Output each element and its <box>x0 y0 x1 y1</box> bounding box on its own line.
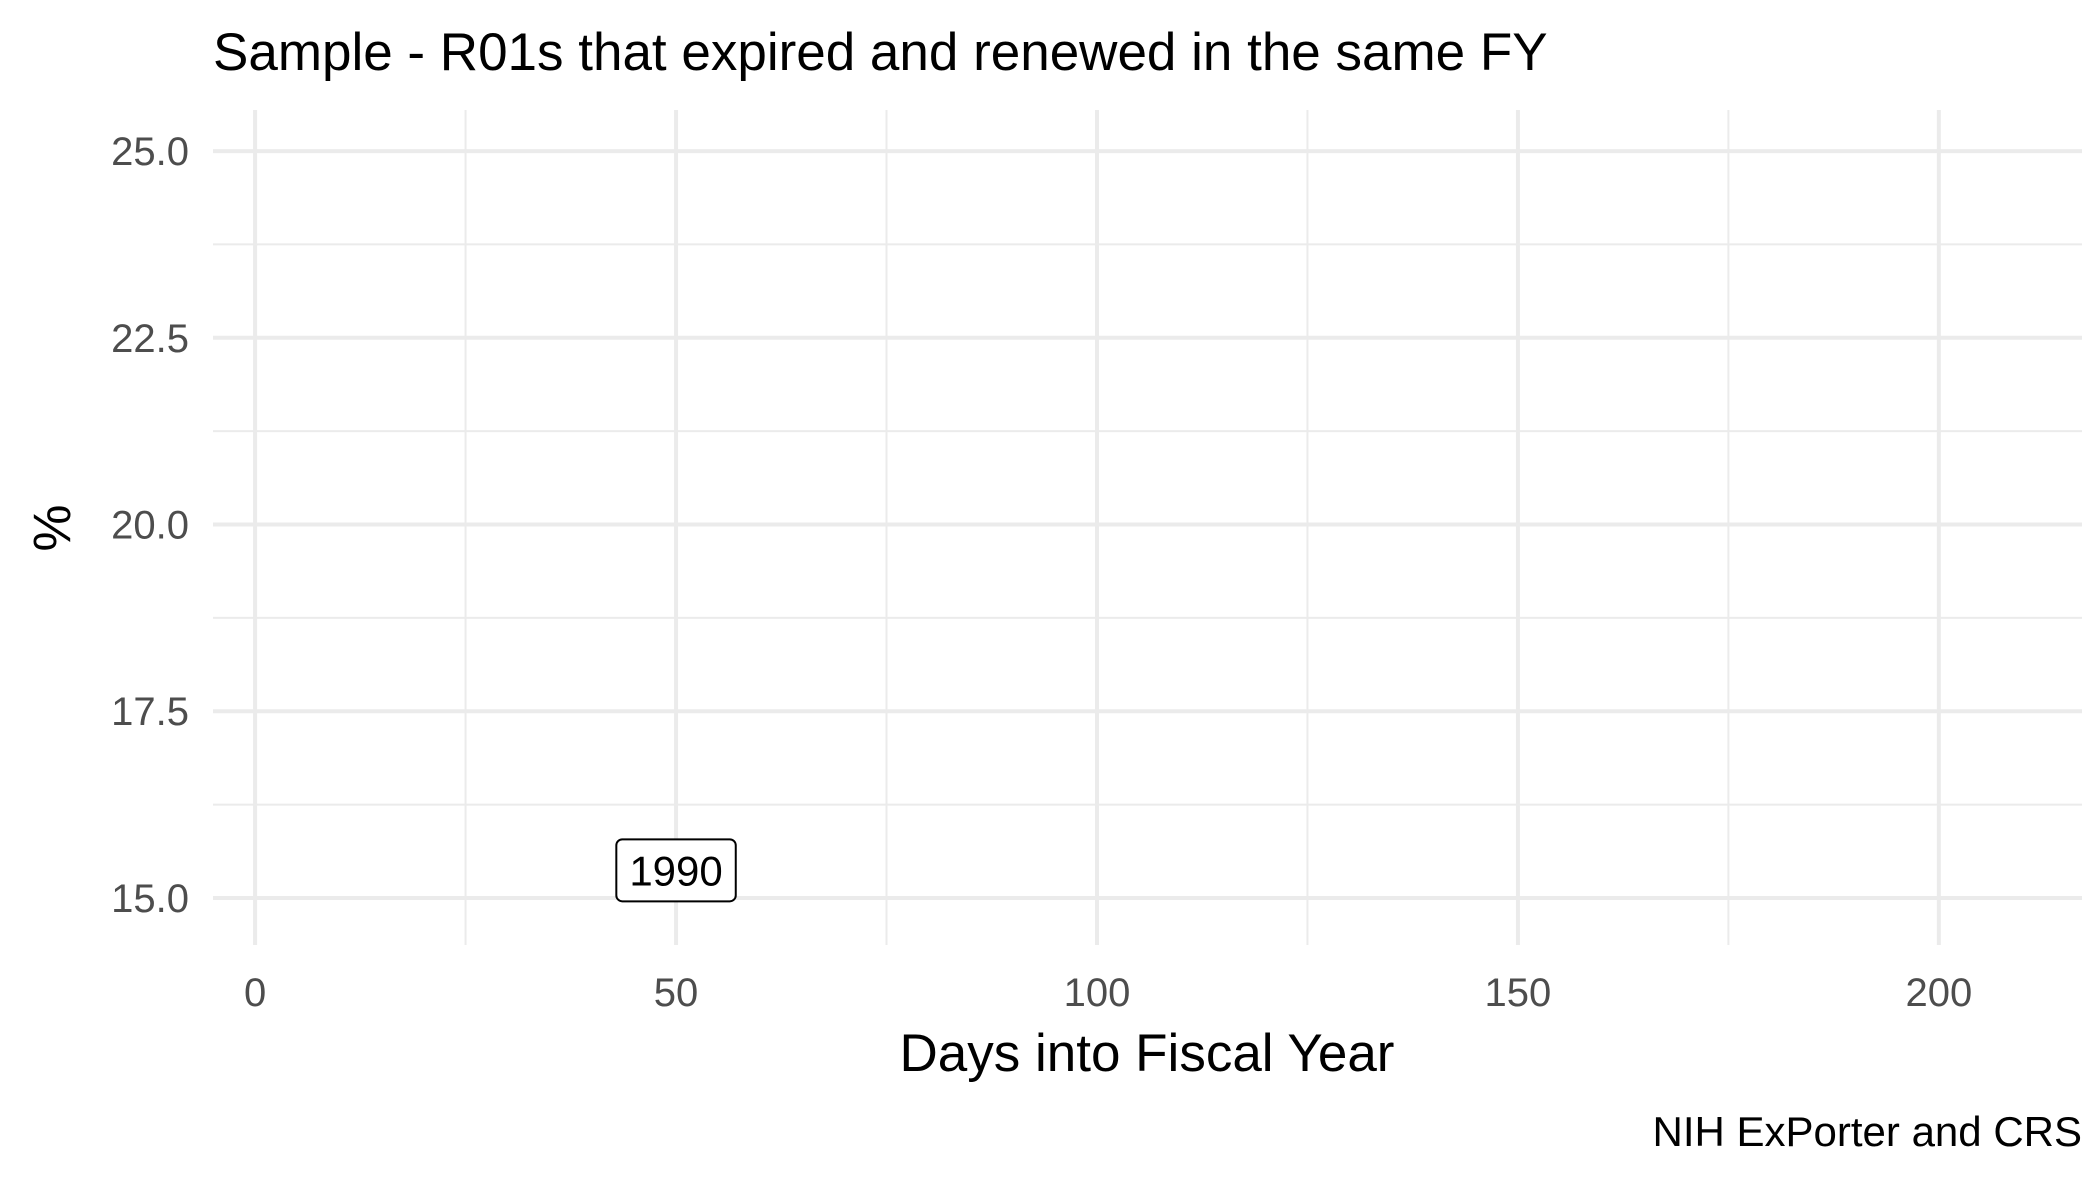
chart-title: Sample - R01s that expired and renewed i… <box>213 23 1548 82</box>
y-tick-label: 15.0 <box>111 877 189 921</box>
x-axis-title: Days into Fiscal Year <box>900 1024 1395 1083</box>
y-tick-label: 17.5 <box>111 690 189 734</box>
x-tick-label: 200 <box>1906 971 1973 1015</box>
annotation-box <box>615 838 737 903</box>
annotations: 1990 <box>615 838 737 903</box>
x-tick-label: 100 <box>1064 971 1131 1015</box>
annotation-text: 1990 <box>629 847 722 894</box>
y-axis-ticks: 15.0 17.5 20.0 22.5 25.0 <box>111 130 189 921</box>
annotation-label: 1990 <box>615 838 737 903</box>
y-tick-label: 22.5 <box>111 317 189 361</box>
y-tick-label: 20.0 <box>111 504 189 548</box>
grid-minor <box>213 110 2082 945</box>
grid-major <box>213 110 2082 945</box>
x-tick-label: 150 <box>1485 971 1552 1015</box>
chart-caption: NIH ExPorter and CRS <box>1653 1108 2082 1155</box>
x-tick-label: 50 <box>654 971 699 1015</box>
x-axis-ticks: 0 50 100 150 200 <box>244 971 1972 1015</box>
x-tick-label: 0 <box>244 971 266 1015</box>
y-tick-label: 25.0 <box>111 130 189 174</box>
y-axis-title: % <box>23 504 82 551</box>
